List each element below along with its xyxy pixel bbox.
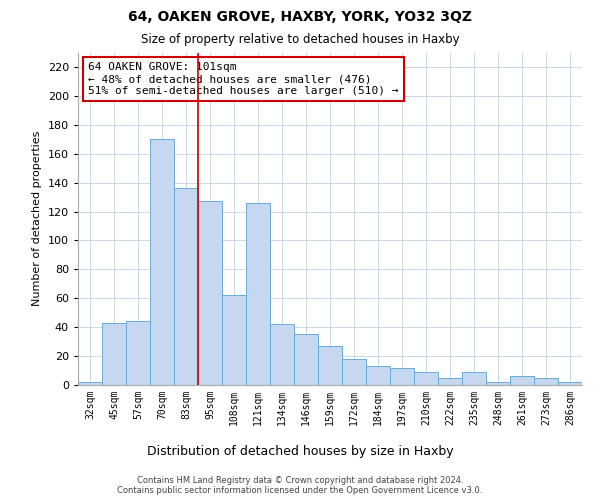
- Bar: [342, 359, 366, 385]
- Bar: [438, 378, 462, 385]
- Bar: [102, 323, 126, 385]
- Bar: [150, 139, 174, 385]
- Bar: [294, 334, 318, 385]
- Text: Contains HM Land Registry data © Crown copyright and database right 2024.
Contai: Contains HM Land Registry data © Crown c…: [118, 476, 482, 495]
- Bar: [366, 366, 390, 385]
- Bar: [78, 382, 102, 385]
- Bar: [270, 324, 294, 385]
- Bar: [390, 368, 414, 385]
- Bar: [534, 378, 558, 385]
- Bar: [318, 346, 342, 385]
- Text: Distribution of detached houses by size in Haxby: Distribution of detached houses by size …: [146, 444, 454, 458]
- Bar: [558, 382, 582, 385]
- Bar: [486, 382, 510, 385]
- Text: 64 OAKEN GROVE: 101sqm
← 48% of detached houses are smaller (476)
51% of semi-de: 64 OAKEN GROVE: 101sqm ← 48% of detached…: [88, 62, 398, 96]
- Bar: [198, 202, 222, 385]
- Bar: [462, 372, 486, 385]
- Text: Size of property relative to detached houses in Haxby: Size of property relative to detached ho…: [140, 32, 460, 46]
- Y-axis label: Number of detached properties: Number of detached properties: [32, 131, 42, 306]
- Text: 64, OAKEN GROVE, HAXBY, YORK, YO32 3QZ: 64, OAKEN GROVE, HAXBY, YORK, YO32 3QZ: [128, 10, 472, 24]
- Bar: [174, 188, 198, 385]
- Bar: [414, 372, 438, 385]
- Bar: [126, 322, 150, 385]
- Bar: [222, 296, 246, 385]
- Bar: [510, 376, 534, 385]
- Bar: [246, 203, 270, 385]
